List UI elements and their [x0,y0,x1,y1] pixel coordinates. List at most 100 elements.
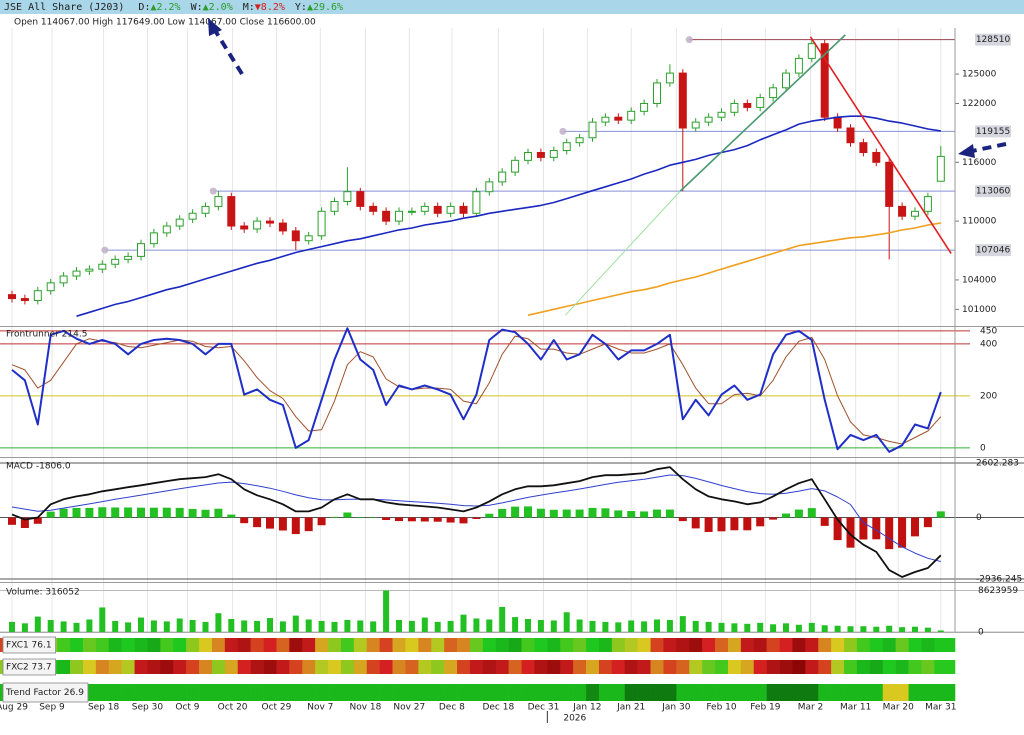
heat-cell [224,684,239,701]
volume-bar [421,617,428,632]
volume-bar [525,618,531,632]
volume-bar [912,626,918,632]
candle-body [278,222,287,232]
candle-body [459,205,468,214]
heat-cell [469,684,484,701]
heat-cell [534,660,548,674]
level-anchor [685,36,693,44]
candle-body [382,210,391,222]
heat-cell [366,660,380,674]
heat-cell [689,638,703,652]
heat-cell [779,638,793,652]
heat-cell [637,638,651,652]
heat-cell [366,638,380,652]
x-tick-label: Mar 20 [883,703,915,713]
volume-bar [331,621,338,632]
heat-cell [431,684,445,701]
volume-bar [215,613,222,632]
candle-body [923,196,932,212]
heat-cell [353,660,368,674]
volume-bar [886,625,893,632]
candle-body [20,298,29,302]
histogram-bar [640,511,649,518]
volume-bar [396,619,402,632]
volume-bar [654,619,660,632]
histogram-bar [730,517,739,531]
histogram-bar [330,516,339,518]
heat-cell [315,660,329,674]
candle-body [936,155,945,182]
heat-cell [302,660,316,674]
heat-cell [831,638,845,652]
volume-bar [937,630,944,632]
histogram-bar [46,511,55,518]
header-title: JSE All Share (J203) [4,2,124,13]
heat-cell [276,684,290,701]
volume-bar [718,622,725,632]
heat-cell [818,660,832,674]
heat-cell [921,660,935,674]
x-tick-label: Sep 30 [132,703,164,713]
heat-cell [121,638,135,652]
heat-cell [753,638,767,652]
heat-cell [715,660,729,674]
heat-cell [650,684,664,701]
x-tick-label: Jan 21 [616,703,645,713]
histogram-bar [691,517,700,529]
candle-body [420,205,429,212]
heat-cell [211,660,226,674]
histogram-bar [137,507,145,518]
y-tick-label: 0 [976,513,982,523]
heat-cell [650,638,664,652]
heat-cell [95,638,110,652]
histogram-bar [807,508,816,518]
heat-cell [766,638,780,652]
heat-cell [469,638,484,652]
volume-bar [138,617,144,632]
x-tick-label: Jan 12 [572,703,601,713]
candle-body [330,201,339,212]
histogram-bar [162,507,171,518]
volume-bar [150,620,157,632]
x-tick-label: Mar 11 [840,703,871,713]
change-label: M: [243,2,255,13]
volume-bar [628,620,635,632]
heat-cell [211,684,226,701]
histogram-bar [149,507,158,518]
candle-body [111,258,120,265]
heat-cell [457,638,471,652]
heat-cell [108,684,122,701]
volume-bar [9,621,15,632]
heat-cell [160,660,174,674]
heat-cell [727,660,742,674]
candle-body [769,87,778,99]
volume-bar [924,627,931,632]
histogram-bar [614,510,623,518]
heat-cell [263,684,277,701]
x-tick-label: Nov 18 [350,703,382,713]
histogram-bar [85,507,94,518]
x-tick-label: Sep 9 [39,703,65,713]
y-tick-label: 200 [980,391,997,401]
heat-cell [586,684,600,701]
heat-cell [792,684,806,701]
panel-label: Frontrunner 214.5 [6,330,87,340]
volume-bar [21,623,28,632]
histogram-bar [575,509,584,518]
heat-cell [844,660,858,674]
volume-bar [705,621,712,632]
heat-cell [508,660,522,674]
volume-bar [615,622,622,632]
heat-cell [405,684,419,701]
label-box [2,682,89,703]
heat-cell [560,638,574,652]
heat-cell [289,684,303,701]
plot-layer: Aug 29 Sep 9 Sep 18 Sep 30 Oct 9 Oct 20 Oct 29… [0,33,1022,724]
x-tick-label: Oct 29 [262,703,292,713]
heat-cell [689,684,703,701]
volume-bar [344,619,351,632]
histogram-bar [98,507,107,518]
heat-cell [560,684,574,701]
level-label-box [975,185,1011,198]
panel-label: MACD -1806.0 [6,462,71,472]
